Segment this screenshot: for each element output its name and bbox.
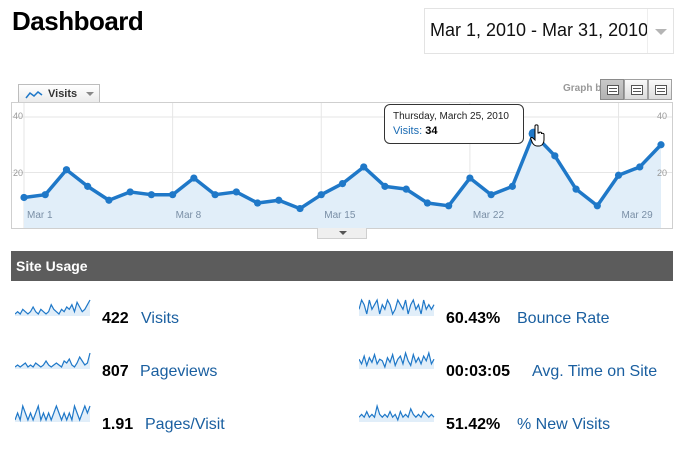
data-point[interactable] <box>147 191 155 199</box>
date-range-picker[interactable]: Mar 1, 2010 - Mar 31, 2010 <box>424 8 674 54</box>
chevron-down-icon <box>86 92 94 96</box>
stat-value: 60.43% <box>446 310 501 327</box>
stat-link-pages-per-visit[interactable]: Pages/Visit <box>145 416 225 433</box>
data-point[interactable] <box>62 166 71 174</box>
visits-area-fill <box>24 133 661 228</box>
stat-value: 51.42% <box>446 416 501 433</box>
sparkline-line <box>359 350 435 369</box>
stat-value: 422 <box>102 310 129 327</box>
data-point[interactable] <box>275 196 283 204</box>
data-point[interactable] <box>466 174 474 182</box>
data-point[interactable] <box>360 163 368 171</box>
chevron-down-icon <box>655 29 667 35</box>
expand-chart-button[interactable] <box>317 228 367 239</box>
date-range-label: Mar 1, 2010 - Mar 31, 2010 <box>430 20 649 40</box>
day-view-icon <box>607 85 619 95</box>
data-point[interactable] <box>402 185 410 193</box>
x-tick-label: Mar 22 <box>473 210 505 221</box>
data-point[interactable] <box>296 204 304 213</box>
chart-frame <box>11 102 673 228</box>
data-point[interactable] <box>253 199 262 207</box>
tooltip-date: Thursday, March 25, 2010 <box>393 111 509 122</box>
stat-value: 1.91 <box>102 416 134 433</box>
pageviews-sparkline <box>15 352 91 369</box>
data-point[interactable] <box>508 182 516 190</box>
sparkline-line <box>359 298 435 316</box>
page-title: Dashboard <box>12 6 144 36</box>
y-tick-label: 20 <box>13 168 24 178</box>
pages-per-visit-sparkline <box>15 403 91 423</box>
stat-link-visits[interactable]: Visits <box>141 310 179 327</box>
line-chart-icon <box>25 91 43 99</box>
sparkline-line <box>15 299 91 315</box>
visits-sparkline <box>15 299 91 316</box>
sparkline-line <box>359 403 435 422</box>
data-point[interactable] <box>487 191 495 199</box>
data-point[interactable] <box>232 188 240 196</box>
data-point[interactable] <box>423 199 432 207</box>
data-point[interactable] <box>41 191 49 199</box>
hand-cursor-icon <box>530 124 545 147</box>
data-point[interactable] <box>190 174 198 182</box>
week-view-icon <box>631 85 643 95</box>
data-point[interactable] <box>317 191 325 199</box>
x-tick-label: Mar 8 <box>176 210 202 221</box>
chart-tooltip: Thursday, March 25, 2010 Visits: 34 <box>384 104 524 144</box>
metric-selector[interactable]: Visits <box>18 84 100 103</box>
data-point[interactable] <box>211 191 219 199</box>
sparkline-fill <box>359 353 434 369</box>
stat-value: 00:03:05 <box>446 363 511 380</box>
stat-link-avg-time-on-site[interactable]: Avg. Time on Site <box>532 363 658 380</box>
data-point[interactable] <box>445 202 453 210</box>
x-tick-label: Mar 1 <box>27 210 53 221</box>
stat-link-bounce-rate[interactable]: Bounce Rate <box>517 310 610 327</box>
avg-time-sparkline <box>359 350 435 369</box>
visits-chart[interactable]: Mar 1 Mar 8 Mar 15 Mar 22 Mar 29 <box>0 0 683 245</box>
data-point[interactable] <box>636 163 644 171</box>
tooltip-metric-label: Visits: <box>393 125 423 137</box>
stat-value: 807 <box>102 363 129 380</box>
site-usage-header: Site Usage <box>11 251 673 281</box>
x-tick-label: Mar 15 <box>324 210 356 221</box>
sparkline-line <box>15 352 91 368</box>
graph-by-week-button[interactable] <box>624 79 648 100</box>
data-point[interactable] <box>105 196 113 204</box>
site-usage-title: Site Usage <box>16 258 88 274</box>
sparkline-line <box>15 403 91 423</box>
tooltip-value: 34 <box>425 125 438 137</box>
date-range-dropdown-button[interactable] <box>647 9 673 53</box>
y-tick-label: 40 <box>13 111 24 121</box>
data-point[interactable] <box>84 182 92 190</box>
tooltip-metric: Visits: 34 <box>393 125 437 137</box>
data-point[interactable] <box>614 171 623 179</box>
y-tick-label: 20 <box>657 168 668 178</box>
stat-link-pageviews[interactable]: Pageviews <box>140 363 218 380</box>
data-point[interactable] <box>169 191 177 199</box>
y-tick-label: 40 <box>657 111 668 121</box>
data-point[interactable] <box>572 185 580 193</box>
graph-by-day-button[interactable] <box>600 79 624 100</box>
stat-link-new-visits[interactable]: % New Visits <box>517 416 611 433</box>
graph-by-month-button[interactable] <box>648 79 672 100</box>
data-point[interactable] <box>381 182 389 190</box>
x-tick-label: Mar 29 <box>622 210 654 221</box>
new-visits-sparkline <box>359 403 435 422</box>
graph-by-label: Graph by: <box>563 83 611 94</box>
bounce-rate-sparkline <box>359 298 435 316</box>
data-point[interactable] <box>551 152 559 160</box>
data-point[interactable] <box>338 180 347 188</box>
data-point[interactable] <box>126 188 134 196</box>
chevron-down-icon <box>339 231 347 235</box>
data-point[interactable] <box>657 141 665 149</box>
month-view-icon <box>655 85 667 95</box>
data-point[interactable] <box>593 202 601 210</box>
metric-selector-label: Visits <box>48 88 78 100</box>
data-point[interactable] <box>20 193 28 202</box>
